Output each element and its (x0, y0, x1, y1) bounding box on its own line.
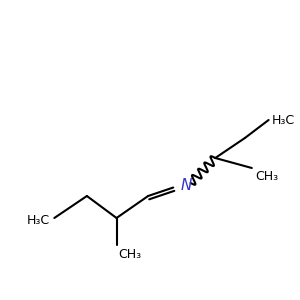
Text: CH₃: CH₃ (255, 170, 278, 183)
Text: CH₃: CH₃ (118, 248, 142, 261)
Text: N: N (181, 178, 192, 194)
Text: H₃C: H₃C (272, 115, 295, 128)
Text: H₃C: H₃C (27, 214, 50, 226)
